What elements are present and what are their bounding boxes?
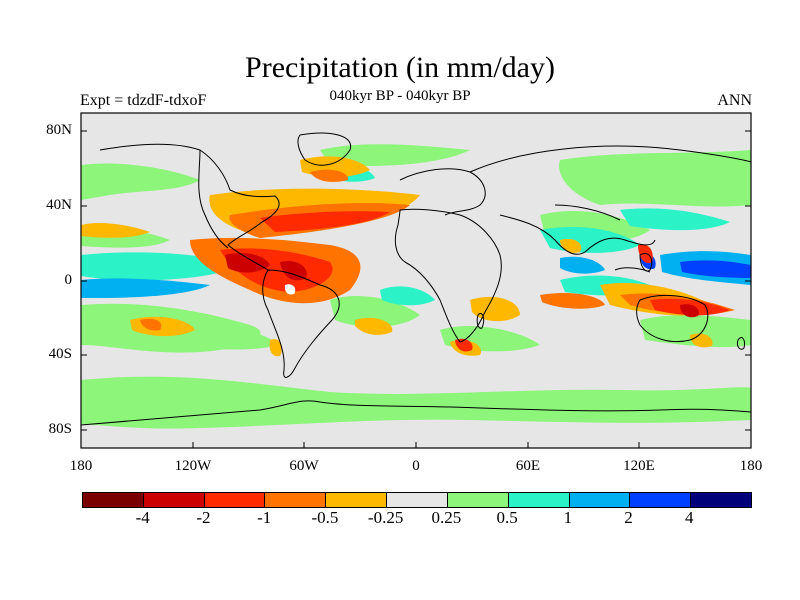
y-tick-label: 80N bbox=[46, 122, 72, 138]
x-tick-label: 180 bbox=[739, 458, 763, 474]
experiment-label: Expt = tdzdF-tdxoF bbox=[80, 92, 207, 109]
x-tick-label: 120E bbox=[623, 458, 655, 474]
colorbar bbox=[82, 492, 752, 508]
colorbar-swatch bbox=[691, 493, 751, 507]
x-tick-label: 60W bbox=[289, 458, 319, 474]
colorbar-label: -0.5 bbox=[311, 508, 339, 527]
colorbar-swatch bbox=[387, 493, 448, 507]
colorbar-label: -1 bbox=[257, 508, 272, 527]
y-tick-label: 0 bbox=[64, 272, 73, 288]
chart-title: Precipitation (in mm/day) bbox=[245, 51, 555, 84]
y-tick-label: 40S bbox=[48, 346, 72, 362]
colorbar-label: -2 bbox=[196, 508, 211, 527]
colorbar-swatch bbox=[265, 493, 327, 507]
axis-ticks bbox=[81, 130, 751, 448]
x-tick-label: 60E bbox=[515, 458, 541, 474]
positive-anomaly-teal bbox=[81, 166, 730, 306]
colorbar-label: 0.25 bbox=[431, 508, 462, 527]
season-label: ANN bbox=[717, 92, 752, 109]
x-tick-label: 0 bbox=[412, 458, 420, 474]
colorbar-swatch bbox=[204, 493, 266, 507]
colorbar-swatch bbox=[83, 493, 144, 507]
colorbar-label: -4 bbox=[135, 508, 150, 527]
colorbar-label: -0.25 bbox=[367, 508, 404, 527]
colorbar-label: 1 bbox=[563, 508, 573, 527]
colorbar-swatch bbox=[569, 493, 631, 507]
coastlines bbox=[81, 132, 751, 426]
chart-subtitle: 040kyr BP - 040kyr BP bbox=[329, 88, 471, 104]
colorbar-swatch bbox=[508, 493, 570, 507]
colorbar-swatch bbox=[447, 493, 509, 507]
colorbar-swatch bbox=[143, 493, 205, 507]
missing-data-patch bbox=[284, 284, 296, 295]
colorbar-swatch bbox=[630, 493, 692, 507]
negative-anomaly-darkred bbox=[225, 253, 699, 318]
colorbar-swatch bbox=[326, 493, 388, 507]
y-tick-label: 40N bbox=[46, 197, 72, 213]
colorbar-label: 4 bbox=[685, 508, 694, 527]
x-tick-label: 180 bbox=[69, 458, 93, 474]
colorbar-label: 2 bbox=[624, 508, 633, 527]
colorbar-label: 0.5 bbox=[496, 508, 518, 527]
y-tick-label: 80S bbox=[48, 421, 72, 437]
x-tick-label: 120W bbox=[174, 458, 212, 474]
